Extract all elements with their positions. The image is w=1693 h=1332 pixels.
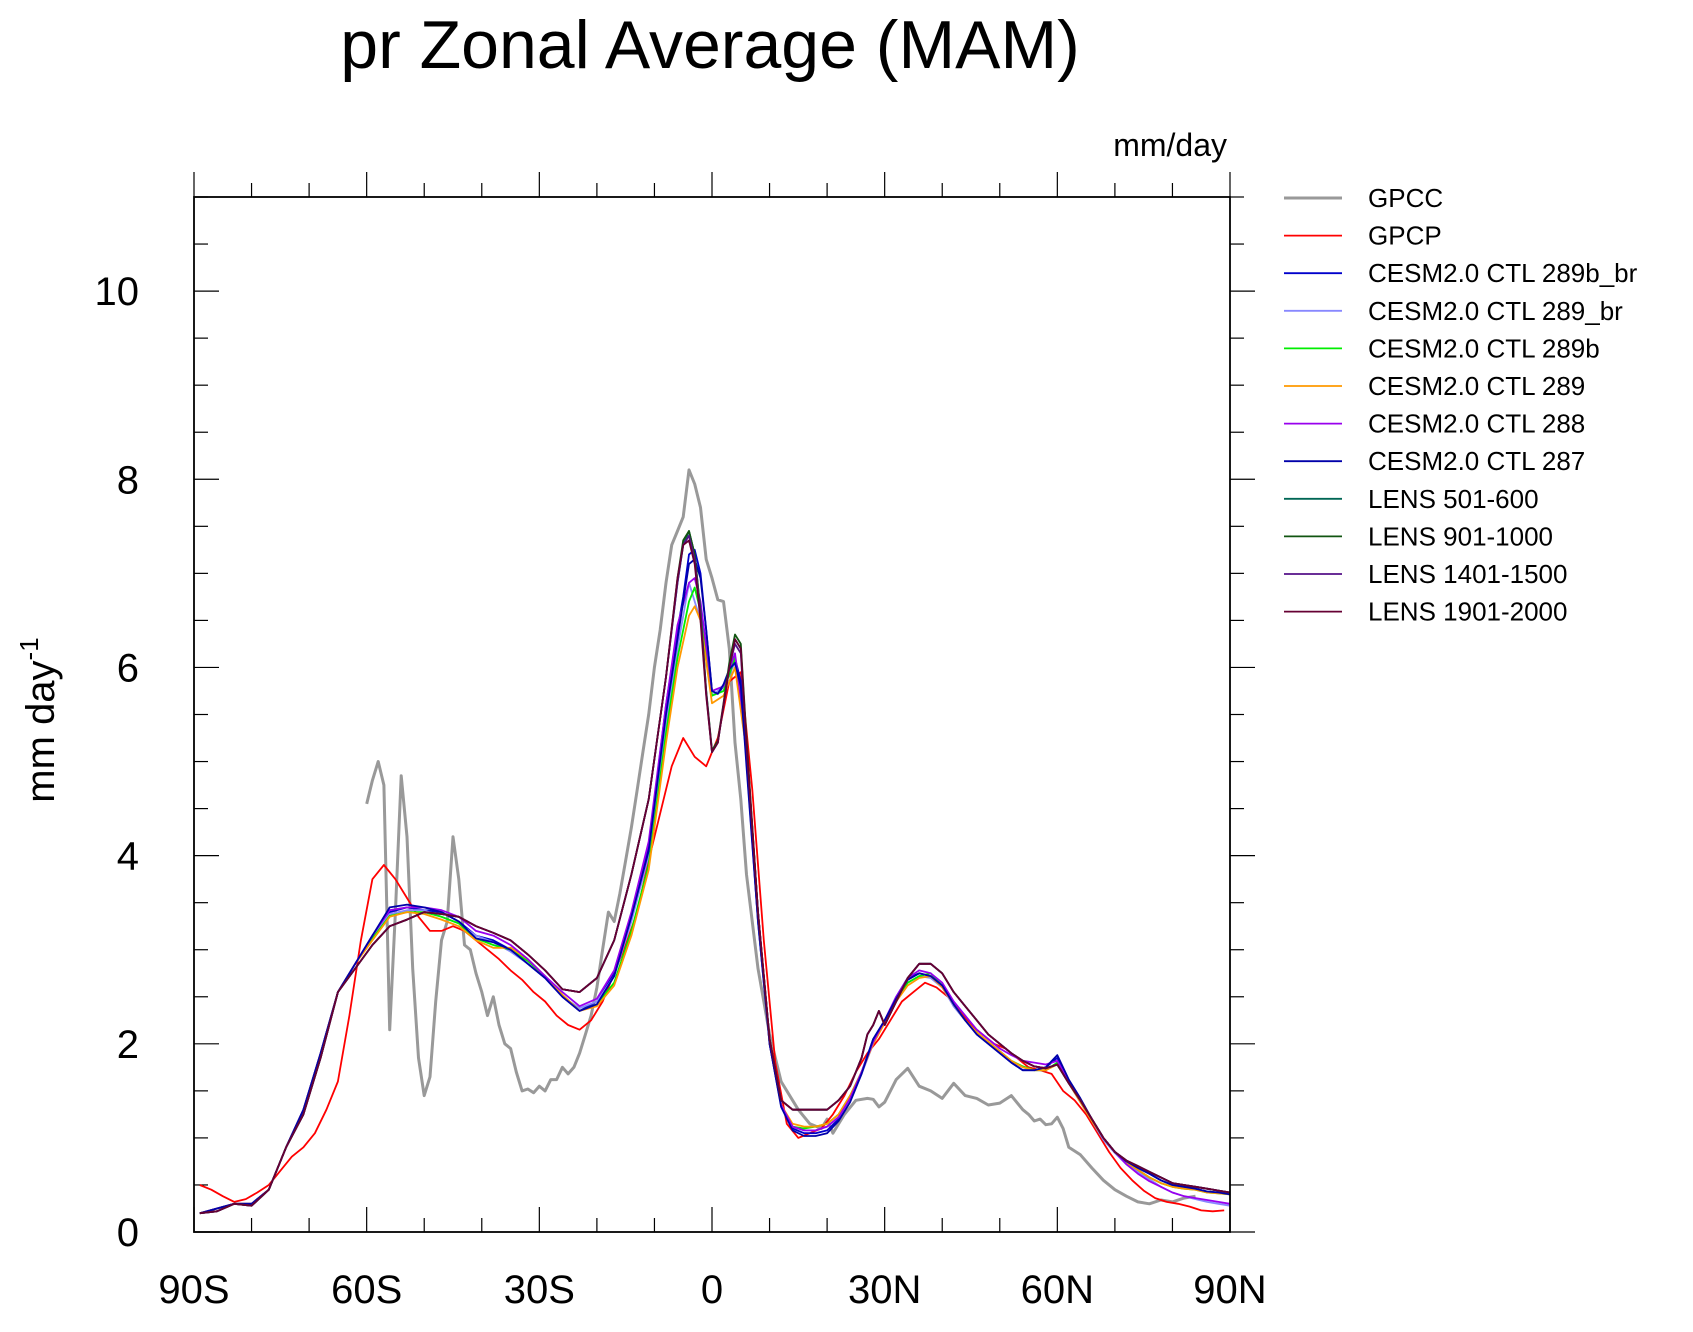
- series-line-lens-501-600: [199, 530, 1231, 1215]
- series-line-cesm2-0-ctl-287: [199, 558, 1231, 1215]
- y-tick-label: 2: [117, 1023, 139, 1067]
- y-tick-label: 8: [117, 458, 139, 502]
- x-tick-label: 60S: [331, 1268, 402, 1312]
- y-tick-label: 6: [117, 646, 139, 690]
- series-line-cesm2-0-ctl-289: [199, 605, 1231, 1215]
- legend-label-lens-1401-1500: LENS 1401-1500: [1368, 559, 1567, 589]
- series-line-cesm2-0-ctl-289b-br: [199, 548, 1231, 1215]
- series-line-gpcc: [365, 468, 1196, 1206]
- series-line-cesm2-0-ctl-289b: [199, 586, 1231, 1215]
- y-tick-label: 10: [95, 270, 140, 314]
- units-label: mm/day: [1113, 127, 1227, 163]
- legend-label-cesm2-0-ctl-287: CESM2.0 CTL 287: [1368, 446, 1585, 476]
- series-line-lens-901-1000: [199, 530, 1231, 1215]
- x-tick-label: 90N: [1193, 1268, 1266, 1312]
- x-tick-label: 90S: [158, 1268, 229, 1312]
- series-line-lens-1401-1500: [199, 534, 1231, 1215]
- x-tick-label: 0: [701, 1268, 723, 1312]
- series-line-lens-1901-2000: [199, 539, 1231, 1215]
- x-tick-label: 30N: [848, 1268, 921, 1312]
- legend-label-cesm2-0-ctl-289b-br: CESM2.0 CTL 289b_br: [1368, 258, 1638, 288]
- series-line-cesm2-0-ctl-289-br: [199, 581, 1231, 1215]
- legend-label-lens-501-600: LENS 501-600: [1368, 484, 1539, 514]
- legend-label-lens-1901-2000: LENS 1901-2000: [1368, 597, 1567, 627]
- legend-label-gpcp: GPCP: [1368, 221, 1442, 251]
- y-axis-label-superscript: -1: [14, 637, 44, 660]
- legend-label-cesm2-0-ctl-289b: CESM2.0 CTL 289b: [1368, 333, 1600, 363]
- chart-title: pr Zonal Average (MAM): [340, 7, 1079, 83]
- svg-text:mm day-1: mm day-1: [14, 637, 63, 802]
- legend: GPCC GPCP CESM2.0 CTL 289b_br CESM2.0 CTL 2…: [1284, 183, 1638, 627]
- series-lines: [199, 468, 1231, 1215]
- legend-label-cesm2-0-ctl-289-br: CESM2.0 CTL 289_br: [1368, 296, 1623, 326]
- legend-label-lens-901-1000: LENS 901-1000: [1368, 521, 1553, 551]
- y-tick-label: 4: [117, 835, 139, 879]
- x-tick-label: 60N: [1021, 1268, 1094, 1312]
- tick-labels: 90S 60S 30S 0 30N 60N 90N 0 2 4 6 8 10: [95, 270, 1267, 1312]
- y-axis-label-text: mm day: [19, 660, 63, 802]
- y-tick-label: 0: [117, 1211, 139, 1255]
- x-tick-label: 30S: [504, 1268, 575, 1312]
- series-line-cesm2-0-ctl-288: [199, 577, 1231, 1215]
- series-line-gpcp: [199, 671, 1225, 1213]
- plot-frame: [193, 196, 1231, 1233]
- legend-label-cesm2-0-ctl-289: CESM2.0 CTL 289: [1368, 371, 1585, 401]
- y-axis-label: mm day-1: [14, 637, 63, 802]
- legend-label-cesm2-0-ctl-288: CESM2.0 CTL 288: [1368, 409, 1585, 439]
- legend-label-gpcc: GPCC: [1368, 183, 1443, 213]
